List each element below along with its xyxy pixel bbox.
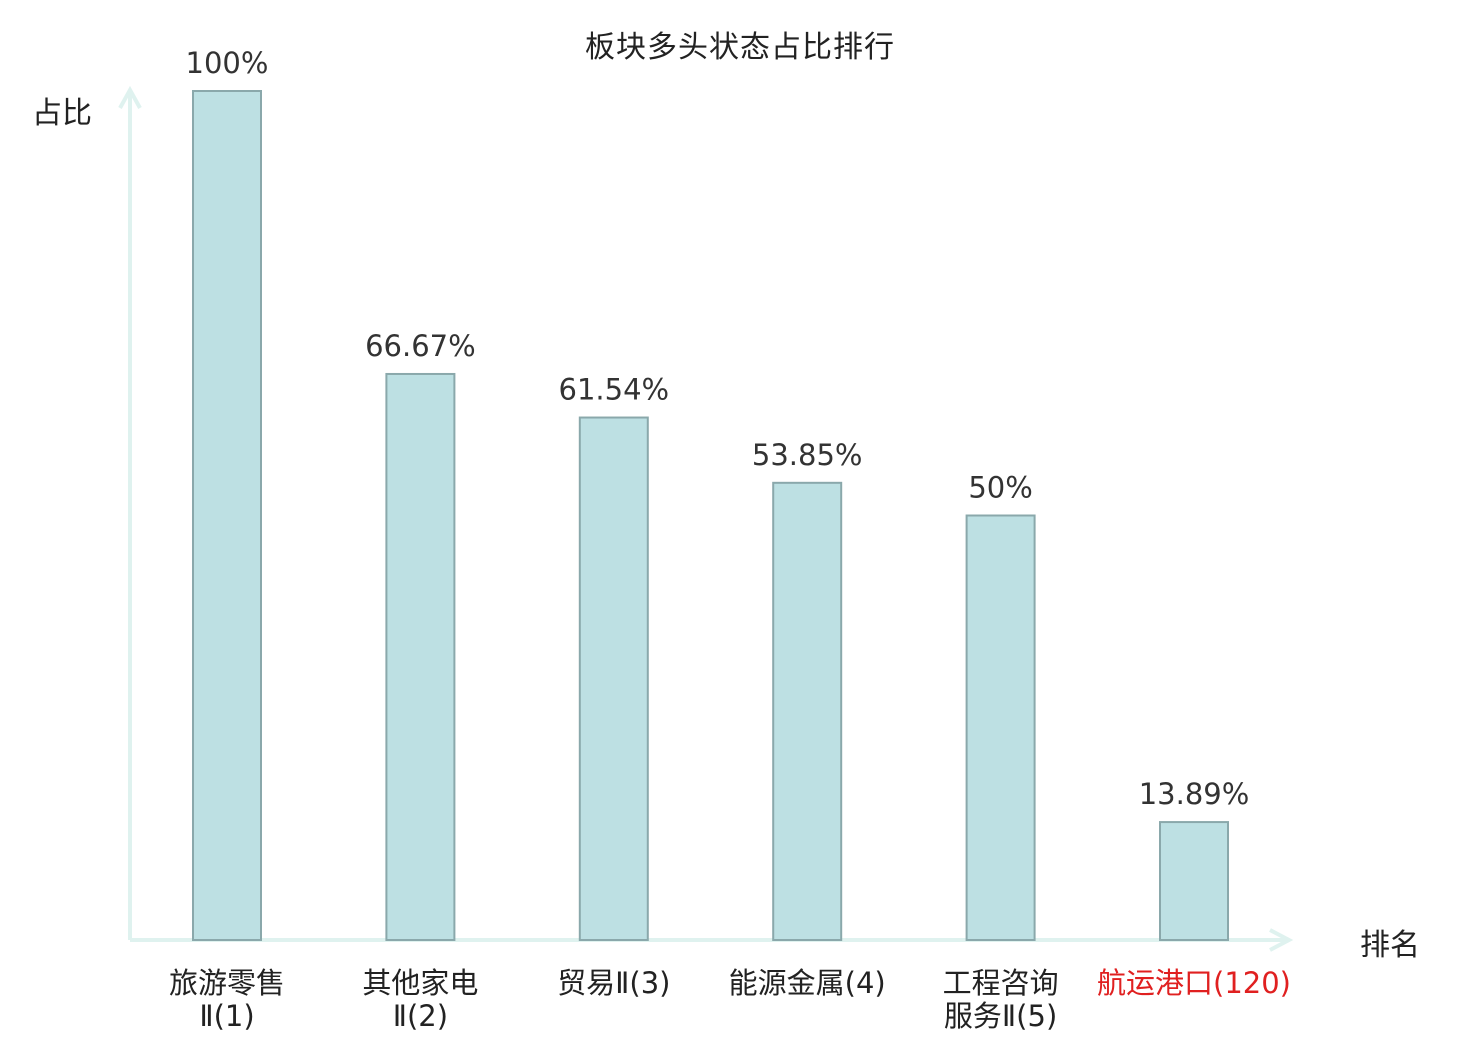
data-label: 13.89% [1139, 777, 1250, 811]
x-axis-arrow [1269, 928, 1294, 952]
x-tick-label: Ⅱ(1) [199, 999, 254, 1033]
bar [965, 514, 1036, 941]
x-tick-label: 贸易Ⅱ(3) [557, 966, 670, 1000]
x-tick-label: 其他家电 [362, 966, 478, 1000]
x-tick-label: Ⅱ(2) [393, 999, 448, 1033]
data-label: 53.85% [752, 438, 863, 472]
chart-title: 板块多头状态占比排行 [585, 30, 895, 65]
x-tick-label: 航运港口(120) [1097, 966, 1291, 1000]
data-label: 66.67% [365, 329, 476, 363]
bar [385, 372, 456, 942]
data-label: 61.54% [559, 373, 670, 407]
data-label: 100% [186, 46, 269, 80]
x-tick-label: 服务Ⅱ(5) [944, 999, 1057, 1033]
bar [1159, 821, 1229, 942]
x-axis-label: 排名 [1360, 928, 1420, 963]
x-tick-label: 工程咨询 [943, 966, 1059, 1000]
y-axis-label: 占比 [32, 96, 92, 131]
x-tick-label: 能源金属(4) [729, 966, 886, 1000]
bar [192, 90, 262, 941]
bar [578, 416, 649, 941]
x-tick-label: 旅游零售 [169, 966, 285, 1000]
data-label: 50% [968, 471, 1032, 505]
y-axis-arrow [118, 85, 142, 109]
bar [772, 481, 843, 941]
